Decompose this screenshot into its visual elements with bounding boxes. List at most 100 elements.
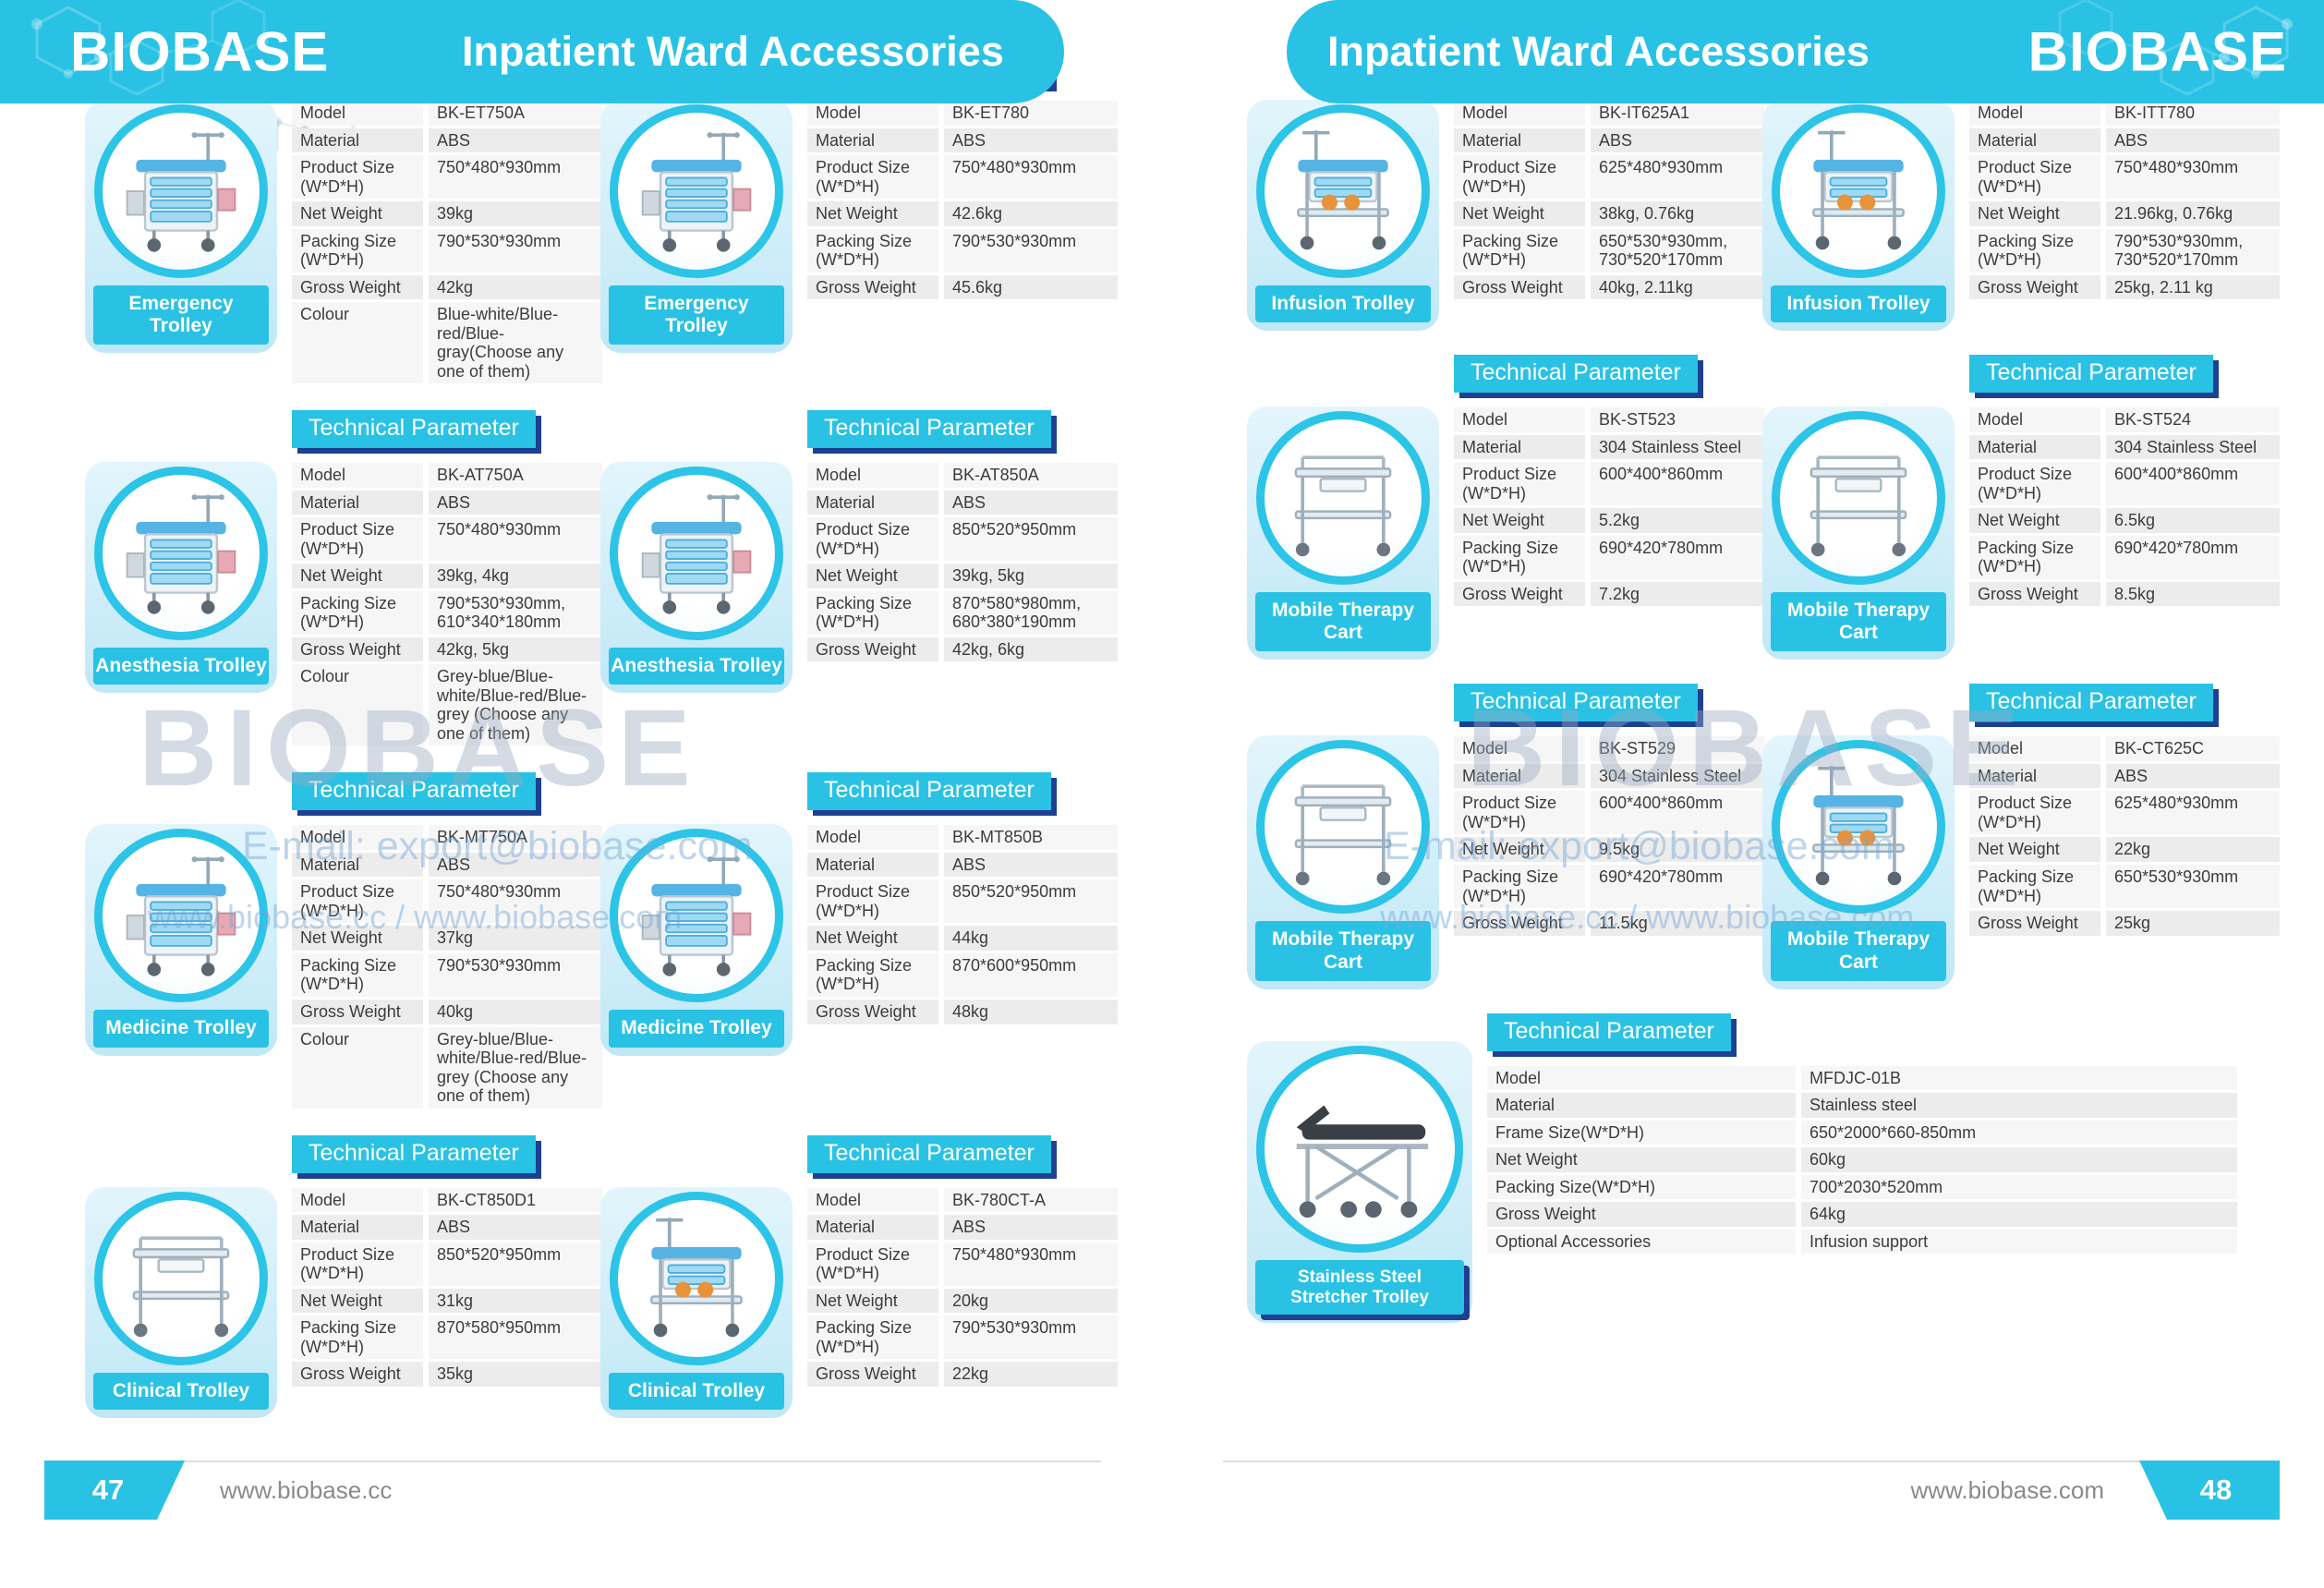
technical-parameter-header: Technical Parameter xyxy=(1969,355,2213,394)
param-label: Product Size (W*D*H) xyxy=(807,1242,938,1286)
param-label: Net Weight xyxy=(292,564,423,588)
param-label: Packing Size (W*D*H) xyxy=(292,952,423,997)
param-value: 304 Stainless Steel xyxy=(1591,434,1764,460)
param-value: 600*400*860mm xyxy=(2106,462,2280,506)
table-row: Packing Size (W*D*H) 790*530*930mm, 610*3… xyxy=(292,590,602,635)
param-label: Net Weight xyxy=(807,1288,938,1314)
product-block: Emergency Trolley Technical Parameter Mo… xyxy=(600,48,1118,386)
product-photo xyxy=(1772,411,1945,586)
param-label: Gross Weight xyxy=(1969,911,2100,936)
param-value: 850*520*950mm xyxy=(944,879,1118,924)
product-name-label: Stainless Steel Stretcher Trolley xyxy=(1290,1267,1429,1307)
product-photo xyxy=(1256,740,1430,915)
table-row: Gross Weight 22kg xyxy=(807,1362,1118,1387)
table-row: Material ABS xyxy=(807,1215,1118,1240)
website-url: www.biobase.cc xyxy=(220,1476,393,1504)
table-row: Gross Weight 45.6kg xyxy=(807,274,1118,300)
param-value: 750*480*930mm xyxy=(944,1242,1118,1286)
emergency-trolley-icon xyxy=(114,124,248,259)
product-photo xyxy=(94,467,268,641)
technical-parameter-table: Model BK-ST529 Material 304 Stainless Steel… xyxy=(1454,736,1764,936)
param-label: Product Size (W*D*H) xyxy=(292,517,423,562)
clinical-trolley-icon xyxy=(629,1211,764,1346)
clinical-trolley-icon xyxy=(114,1211,248,1346)
param-value: 700*2030*520mm xyxy=(1801,1174,2237,1200)
technical-parameter-label: Technical Parameter xyxy=(1986,359,2197,386)
param-label: Net Weight xyxy=(292,926,423,951)
technical-parameter-table: Model BK-780CT-A Material ABS Product Size (… xyxy=(807,1187,1118,1387)
product-name-ribbon: Mobile Therapy Cart xyxy=(1255,921,1431,981)
param-label: Gross Weight xyxy=(1969,274,2100,300)
technical-parameter-label: Technical Parameter xyxy=(824,415,1035,442)
product-block: Mobile Therapy Cart Technical Parameter … xyxy=(1247,355,1764,661)
table-row: Gross Weight 40kg xyxy=(292,999,602,1024)
table-row: Model BK-ET780 xyxy=(807,101,1118,126)
table-row: Gross Weight 25kg xyxy=(1969,911,2280,936)
param-value: ABS xyxy=(944,1215,1118,1240)
param-value: 850*520*950mm xyxy=(944,517,1118,562)
table-row: Gross Weight 8.5kg xyxy=(1969,581,2280,607)
technical-parameter-header: Technical Parameter xyxy=(292,772,536,811)
page-number-badge: 48 xyxy=(2139,1461,2280,1520)
param-value: 650*530*930mm xyxy=(2106,865,2280,909)
product-name-label: Mobile Therapy Cart xyxy=(1786,600,1931,644)
stretcher-trolley-icon xyxy=(1277,1067,1442,1231)
product-photo xyxy=(610,467,783,641)
page-title: Inpatient Ward Accessories xyxy=(462,28,1004,75)
param-label: Net Weight xyxy=(292,201,423,226)
table-row: Material 304 Stainless Steel xyxy=(1969,434,2280,460)
product-block: Mobile Therapy Cart Technical Parameter … xyxy=(1247,684,1764,989)
param-label: Net Weight xyxy=(1487,1147,1796,1172)
param-label: Product Size (W*D*H) xyxy=(1969,155,2100,200)
table-row: Model BK-AT850A xyxy=(807,463,1118,488)
technical-parameter-section: Technical Parameter Model BK-MT750A Materi… xyxy=(292,772,602,1110)
table-row: Colour Blue-white/Blue-red/Blue-gray(Choo… xyxy=(292,302,602,384)
technical-parameter-table: Model BK-MT750A Material ABS Product Size (W… xyxy=(292,825,602,1109)
biobase-logo: BIOBASE xyxy=(2027,20,2287,83)
param-label: Packing Size (W*D*H) xyxy=(292,1315,423,1360)
param-label: Product Size (W*D*H) xyxy=(292,1242,423,1286)
param-value: 9.5kg xyxy=(1591,837,1764,862)
table-row: Model BK-ST523 xyxy=(1454,407,1764,432)
param-value: 870*580*950mm xyxy=(429,1315,602,1360)
table-row: Product Size (W*D*H) 750*480*930mm xyxy=(292,155,602,200)
product-name-label: Medicine Trolley xyxy=(105,1017,257,1039)
product-name-ribbon: Anesthesia Trolley xyxy=(93,648,269,685)
anesthesia-trolley-icon xyxy=(629,486,764,621)
param-value: 6.5kg xyxy=(2106,508,2280,533)
product-name-ribbon: Clinical Trolley xyxy=(609,1372,784,1410)
param-label: Product Size (W*D*H) xyxy=(1969,462,2100,506)
technical-parameter-header: Technical Parameter xyxy=(807,410,1051,449)
param-label: Gross Weight xyxy=(292,999,423,1024)
table-row: Product Size (W*D*H) 625*480*930mm xyxy=(1454,155,1764,200)
technical-parameter-section: Technical Parameter Model MFDJC-01B Materi… xyxy=(1487,1012,2259,1324)
param-label: Product Size (W*D*H) xyxy=(1454,791,1585,835)
table-row: Gross Weight 42kg, 6kg xyxy=(807,636,1118,662)
param-value: 64kg xyxy=(1801,1202,2237,1227)
product-name-ribbon: Infusion Trolley xyxy=(1771,285,1946,323)
technical-parameter-label: Technical Parameter xyxy=(309,1139,519,1166)
param-value: 22kg xyxy=(944,1362,1118,1387)
technical-parameter-table: Model BK-ST524 Material 304 Stainless Steel… xyxy=(1969,407,2280,607)
product-name-ribbon: Emergency Trolley xyxy=(609,285,784,345)
param-value: 870*580*980mm, 680*380*190mm xyxy=(944,590,1118,635)
technical-parameter-section: Technical Parameter ModelBK-ET780Materia… xyxy=(807,48,1118,386)
product-tile: Emergency Trolley xyxy=(600,100,793,354)
param-label: Material xyxy=(807,852,938,878)
technical-parameter-header: Technical Parameter xyxy=(1454,684,1698,722)
product-name-label: Clinical Trolley xyxy=(627,1379,766,1401)
table-row: Gross Weight 42kg xyxy=(292,274,602,300)
param-value: 600*400*860mm xyxy=(1591,791,1764,835)
table-row: Packing Size(W*D*H) 700*2030*520mm xyxy=(1487,1174,2237,1200)
table-row: Product Size (W*D*H) 850*520*950mm xyxy=(292,1242,602,1286)
param-label: Model xyxy=(1969,736,2100,761)
technical-parameter-table: Model BK-ITT780 Material ABS Product Size (W… xyxy=(1969,101,2280,300)
param-label: Product Size (W*D*H) xyxy=(292,879,423,924)
param-value: BK-780CT-A xyxy=(944,1187,1118,1213)
param-label: Model xyxy=(292,101,423,126)
product-block: Anesthesia Trolley Technical Parameter M… xyxy=(600,410,1118,748)
technical-parameter-section: Technical Parameter Model BK-CT850D1 Mater… xyxy=(292,1134,602,1418)
table-row: Material 304 Stainless Steel xyxy=(1454,763,1764,789)
param-label: Net Weight xyxy=(1969,837,2100,862)
